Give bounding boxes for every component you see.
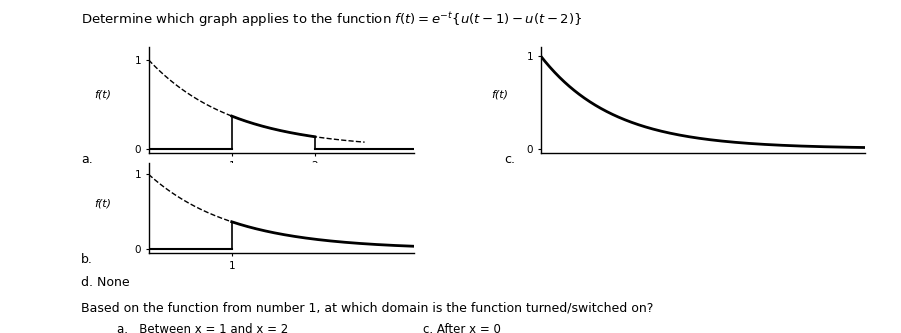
- Text: f(t): f(t): [95, 198, 112, 209]
- Text: f(t): f(t): [95, 90, 112, 100]
- Text: d. None: d. None: [81, 276, 130, 289]
- Text: f(t): f(t): [491, 90, 508, 100]
- Text: c. After x = 0: c. After x = 0: [423, 323, 501, 333]
- Text: Determine which graph applies to the function $f(t) = e^{-t}\{u(t-1) - u(t-2)\}$: Determine which graph applies to the fun…: [81, 10, 583, 29]
- Text: Based on the function from number 1, at which domain is the function turned/swit: Based on the function from number 1, at …: [81, 301, 653, 314]
- Text: c.: c.: [505, 153, 515, 166]
- Text: a.: a.: [81, 153, 93, 166]
- Text: b.: b.: [81, 253, 93, 266]
- Text: a.   Between x = 1 and x = 2: a. Between x = 1 and x = 2: [117, 323, 288, 333]
